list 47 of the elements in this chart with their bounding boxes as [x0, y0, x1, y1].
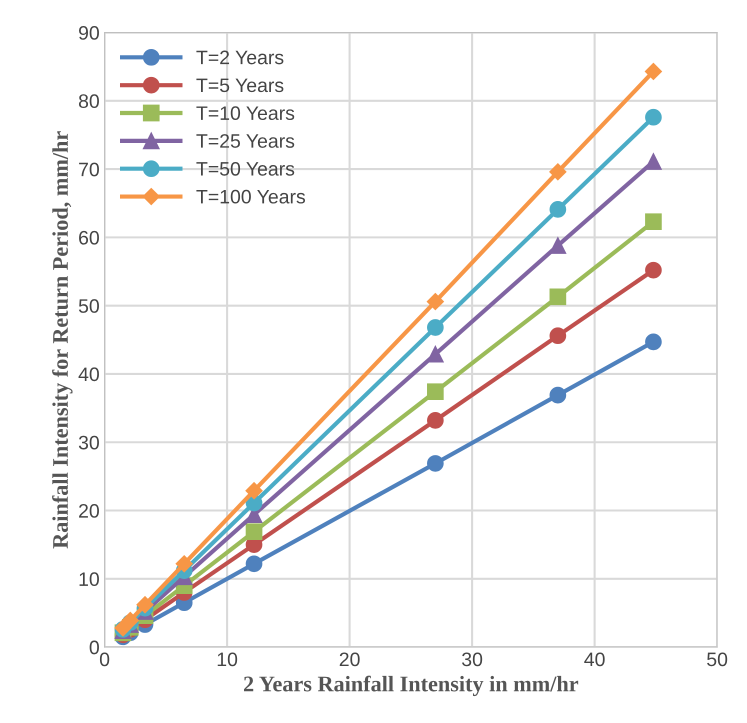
y-tick-label: 10: [80, 572, 99, 586]
x-axis-title: 2 Years Rainfall Intensity in mm/hr: [244, 676, 578, 696]
point: [644, 62, 662, 80]
point: [645, 262, 662, 278]
point: [246, 523, 262, 540]
point: [550, 386, 566, 404]
point: [427, 346, 444, 362]
legend-label: T=50 Years: [196, 162, 294, 176]
point: [550, 288, 566, 306]
point: [645, 108, 662, 126]
point: [550, 237, 566, 254]
point: [427, 319, 444, 336]
y-tick-label: 90: [79, 26, 99, 40]
y-tick-label: 70: [79, 162, 99, 176]
legend-label: T=25 Years: [196, 134, 294, 148]
legend-label: T=5 Years: [196, 78, 284, 92]
point: [426, 293, 444, 310]
point: [176, 555, 193, 572]
point: [246, 555, 262, 572]
point: [427, 412, 444, 429]
legend-label: T=100 Years: [196, 190, 306, 204]
point: [550, 201, 566, 218]
point: [136, 596, 154, 614]
y-tick-label: 80: [78, 94, 99, 108]
y-tick-label: 0: [90, 640, 99, 654]
y-tick-label: 40: [78, 367, 99, 382]
x-tick-label: 0: [100, 652, 110, 666]
point: [427, 455, 444, 472]
y-tick-label: 20: [79, 504, 99, 518]
point: [245, 482, 263, 500]
x-tick-label: 30: [462, 652, 482, 666]
point: [645, 334, 662, 350]
point: [645, 153, 662, 170]
x-tick-label: 50: [707, 652, 728, 666]
x-tick-label: 40: [584, 652, 605, 666]
x-tick-label: 20: [340, 652, 360, 666]
y-tick-label: 60: [79, 230, 99, 245]
y-tick-label: 50: [78, 299, 99, 313]
y-axis-title: Rainfall Intensity for Return Period, mm/hr: [52, 131, 73, 548]
y-tick-label: 30: [78, 436, 99, 450]
legend-label: T=10 Years: [196, 106, 294, 120]
point: [645, 213, 662, 230]
legend-label: T=2 Years: [196, 50, 284, 64]
x-tick-label: 10: [218, 652, 238, 666]
point: [427, 383, 444, 400]
point: [549, 163, 566, 180]
point: [550, 327, 566, 344]
